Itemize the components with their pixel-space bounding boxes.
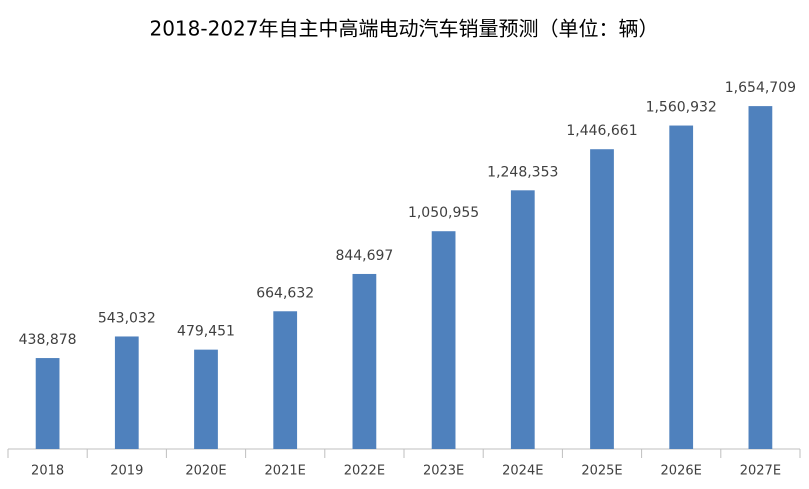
x-tick-label: 2023E <box>423 464 464 479</box>
value-label: 438,878 <box>19 332 77 348</box>
value-label: 1,050,955 <box>408 205 479 221</box>
bar <box>748 106 773 450</box>
value-label: 1,446,661 <box>566 123 637 139</box>
value-label: 1,654,709 <box>725 80 796 96</box>
chart-title: 2018-2027年自主中高端电动汽车销量预测（单位：辆） <box>149 17 658 41</box>
x-tick-label: 2020E <box>185 464 226 479</box>
bar <box>510 190 535 449</box>
x-tick-label: 2025E <box>581 464 622 479</box>
x-tick-label: 2024E <box>502 464 543 479</box>
bar <box>352 273 377 449</box>
x-tick-label: 2021E <box>265 464 306 479</box>
value-label: 1,248,353 <box>487 164 558 180</box>
value-label: 479,451 <box>177 324 235 340</box>
x-tick-label: 2027E <box>740 464 781 479</box>
value-label: 1,560,932 <box>646 100 717 116</box>
x-tick-label: 2026E <box>661 464 702 479</box>
value-label: 543,032 <box>98 310 156 326</box>
bar <box>431 231 456 449</box>
x-tick-label: 2018 <box>31 464 64 479</box>
value-label: 844,697 <box>335 248 393 264</box>
bar <box>273 311 298 449</box>
bar <box>590 149 614 449</box>
bar <box>194 349 218 449</box>
value-label: 664,632 <box>256 285 314 301</box>
bar <box>669 125 694 450</box>
x-tick-label: 2022E <box>344 464 385 479</box>
bar <box>35 358 60 449</box>
x-tick-label: 2019 <box>110 464 143 479</box>
bar <box>114 336 139 449</box>
